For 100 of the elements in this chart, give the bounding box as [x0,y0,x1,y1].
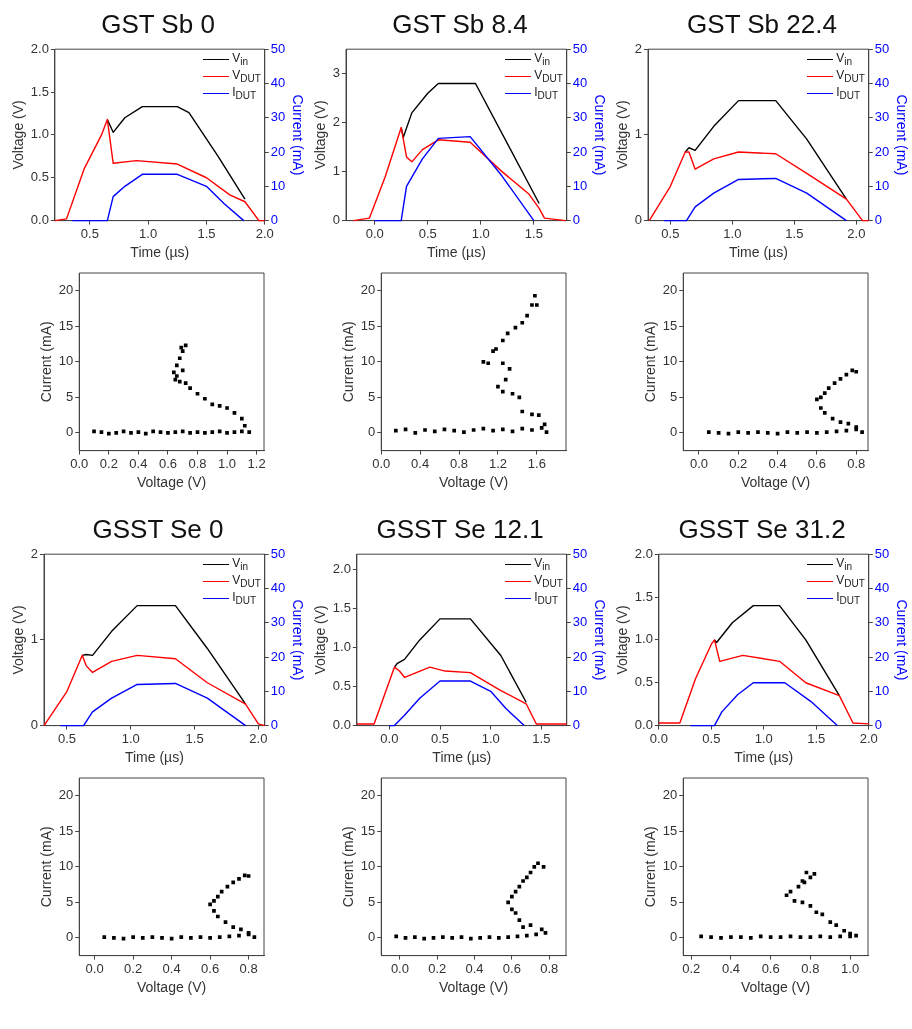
x-tick-label: 1.5 [185,730,204,746]
y-tick-label: 0.5 [634,674,653,690]
legend-label: V$_{DUT}$ [534,68,563,85]
y-tick-label: 5 [66,388,74,404]
x-tick-label: 0.6 [502,960,521,976]
y-axis-title: Current (mA) [642,321,659,403]
y2-tick-label: 40 [572,75,588,91]
x-tick-label: 1.6 [527,455,546,471]
x-tick-label: 0.6 [807,455,826,471]
y2-tick-label: 0 [874,717,882,733]
y-tick-label: 15 [360,317,376,333]
y-tick-label: 0 [670,929,678,945]
x-tick-label: 0.4 [129,455,148,471]
y2-tick-label: 10 [874,682,890,698]
x-tick-label: 1.5 [532,730,551,746]
y2-tick-label: 50 [874,545,890,561]
y-axis-title: Voltage (V) [614,100,631,170]
x-axis-title: Voltage (V) [439,979,509,996]
y-tick-label: 0 [66,929,74,945]
x-tick-label: 1.5 [807,730,826,746]
y-tick-label: 10 [662,353,678,369]
y-tick-label: 1 [634,126,643,142]
y-tick-label: 5 [66,893,74,909]
x-tick-label: 0.4 [162,960,181,976]
x-axis-title: Time (µs) [432,749,492,766]
y2-tick-label: 50 [270,545,286,561]
x-tick-label: 0.4 [411,455,430,471]
y-tick-label: 0.5 [30,169,49,185]
chart-title: GSST Se 31.2 [678,513,846,544]
legend-label: V$_{in}$ [534,51,550,68]
x-tick-label: 0.0 [390,960,409,976]
x-axis-title: Voltage (V) [741,474,811,491]
x-tick-label: 0.2 [428,960,447,976]
y-tick-label: 0 [670,424,678,440]
x-axis-title: Voltage (V) [137,979,207,996]
y-tick-label: 20 [662,282,678,298]
x-tick-label: 2.0 [847,225,866,241]
y-tick-label: 15 [662,317,678,333]
y-axis-title: Current (mA) [38,826,55,908]
x-tick-label: 0.4 [721,960,740,976]
x-tick-label: 0.2 [682,960,701,976]
y2-tick-label: 0 [270,212,278,228]
legend-label: V$_{in}$ [534,556,550,573]
y-tick-label: 1.5 [332,600,351,616]
y-tick-label: 15 [360,822,376,838]
y-axis-title: Voltage (V) [614,605,631,675]
y2-tick-label: 30 [572,614,588,630]
y-tick-label: 0 [332,212,341,228]
y2-tick-label: 50 [572,40,588,56]
x-tick-label: 2.0 [255,225,274,241]
legend-label: V$_{DUT}$ [836,573,865,590]
y-tick-label: 20 [58,282,74,298]
x-tick-label: 0.5 [430,730,450,746]
y2-axis-title: Current (mA) [893,94,910,176]
y-tick-label: 0.0 [30,212,49,228]
y-tick-label: 0 [66,424,74,440]
y-tick-label: 20 [662,787,678,803]
y2-tick-label: 40 [270,580,286,596]
y-tick-label: 15 [58,822,74,838]
x-tick-label: 2.0 [859,730,878,746]
chart-title: GSST Se 0 [92,513,224,544]
x-tick-label: 1.5 [197,225,216,241]
y2-tick-label: 30 [270,109,286,125]
y2-tick-label: 10 [572,682,588,698]
y-tick-label: 10 [360,858,376,874]
x-tick-label: 0.8 [450,455,469,471]
y-tick-label: 5 [670,388,678,404]
y2-tick-label: 50 [270,40,286,56]
y2-tick-label: 50 [572,545,588,561]
y-tick-label: 0.0 [332,717,351,733]
y2-axis-title: Current (mA) [893,599,910,681]
y-tick-label: 0.5 [332,678,351,694]
chart-title: GST Sb 0 [101,8,215,39]
x-tick-label: 0.4 [768,455,787,471]
y-axis-title: Current (mA) [340,826,357,908]
x-tick-label: 2.0 [249,730,268,746]
y-tick-label: 0 [634,212,643,228]
legend-label: I$_{DUT}$ [836,85,861,102]
y-tick-label: 2.0 [332,561,351,577]
x-tick-label: 1.2 [488,455,507,471]
x-tick-label: 0.8 [188,455,207,471]
x-tick-label: 0.2 [124,960,143,976]
y-tick-label: 1 [332,163,341,179]
legend-label: I$_{DUT}$ [232,590,257,607]
x-tick-label: 1.2 [247,455,266,471]
y2-tick-label: 40 [270,75,286,91]
y-tick-label: 10 [58,858,74,874]
x-axis-title: Time (µs) [130,244,190,261]
legend-label: I$_{DUT}$ [232,85,257,102]
y2-tick-label: 10 [270,177,286,193]
y-tick-label: 15 [58,317,74,333]
x-tick-label: 0.6 [201,960,220,976]
y2-tick-label: 30 [874,109,890,125]
chart-title: GSST Se 12.1 [376,513,544,544]
y-axis-title: Current (mA) [642,826,659,908]
y-tick-label: 5 [368,388,376,404]
y-tick-label: 2.0 [30,40,49,56]
y2-tick-label: 20 [572,648,588,664]
y-tick-label: 5 [368,893,376,909]
y-tick-label: 15 [662,822,678,838]
